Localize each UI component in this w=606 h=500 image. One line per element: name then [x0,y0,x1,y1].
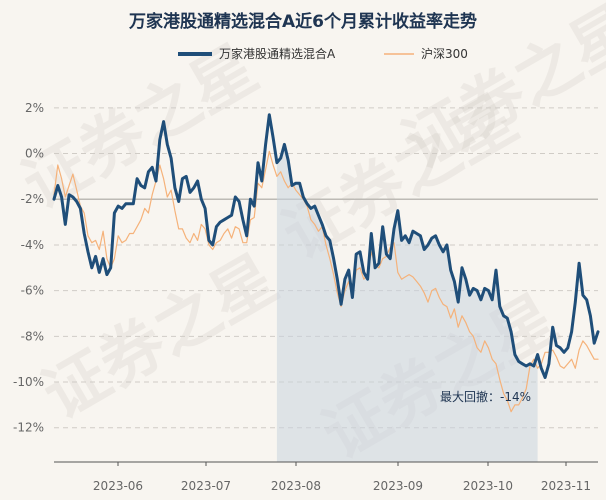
fund-line [52,113,600,379]
x-tick-label-2: 2023-08 [271,479,321,493]
legend: 万家港股通精选混合A 沪深300 [178,46,468,61]
watermark-text-2: 证券之星 [31,242,290,434]
series-layer [52,113,600,413]
drawdown-area [276,144,538,462]
y-tick-label-7: -12% [13,421,44,435]
x-tick-label-5: 2023-11 [541,479,591,493]
y-tick-label-5: -8% [21,329,44,343]
max-drawdown-label: 最大回撤：-14% [440,389,531,404]
index-line [53,150,599,413]
x-tick-label-0: 2023-06 [93,479,143,493]
x-axis: 2023-06 2023-07 2023-08 2023-09 2023-10 2023-… [54,461,598,493]
y-tick-label-1: 0% [25,147,44,161]
y-tick-label-0: 2% [25,101,44,115]
y-tick-label-4: -6% [21,284,44,298]
y-tick-label-3: -4% [21,238,44,252]
y-tick-label-6: -10% [13,375,44,389]
chart-title: 万家港股通精选混合A近6个月累计收益率走势 [128,11,477,32]
drawdown-shade [276,144,538,462]
y-axis: 2% 0% -2% -4% -6% -8% -10% -12% [13,101,44,435]
legend-label-fund: 万家港股通精选混合A [219,46,336,61]
x-tick-label-4: 2023-10 [463,479,513,493]
x-tick-label-3: 2023-09 [373,479,423,493]
y-tick-label-2: -2% [21,192,44,206]
legend-label-index: 沪深300 [421,47,468,61]
x-tick-label-1: 2023-07 [181,479,231,493]
